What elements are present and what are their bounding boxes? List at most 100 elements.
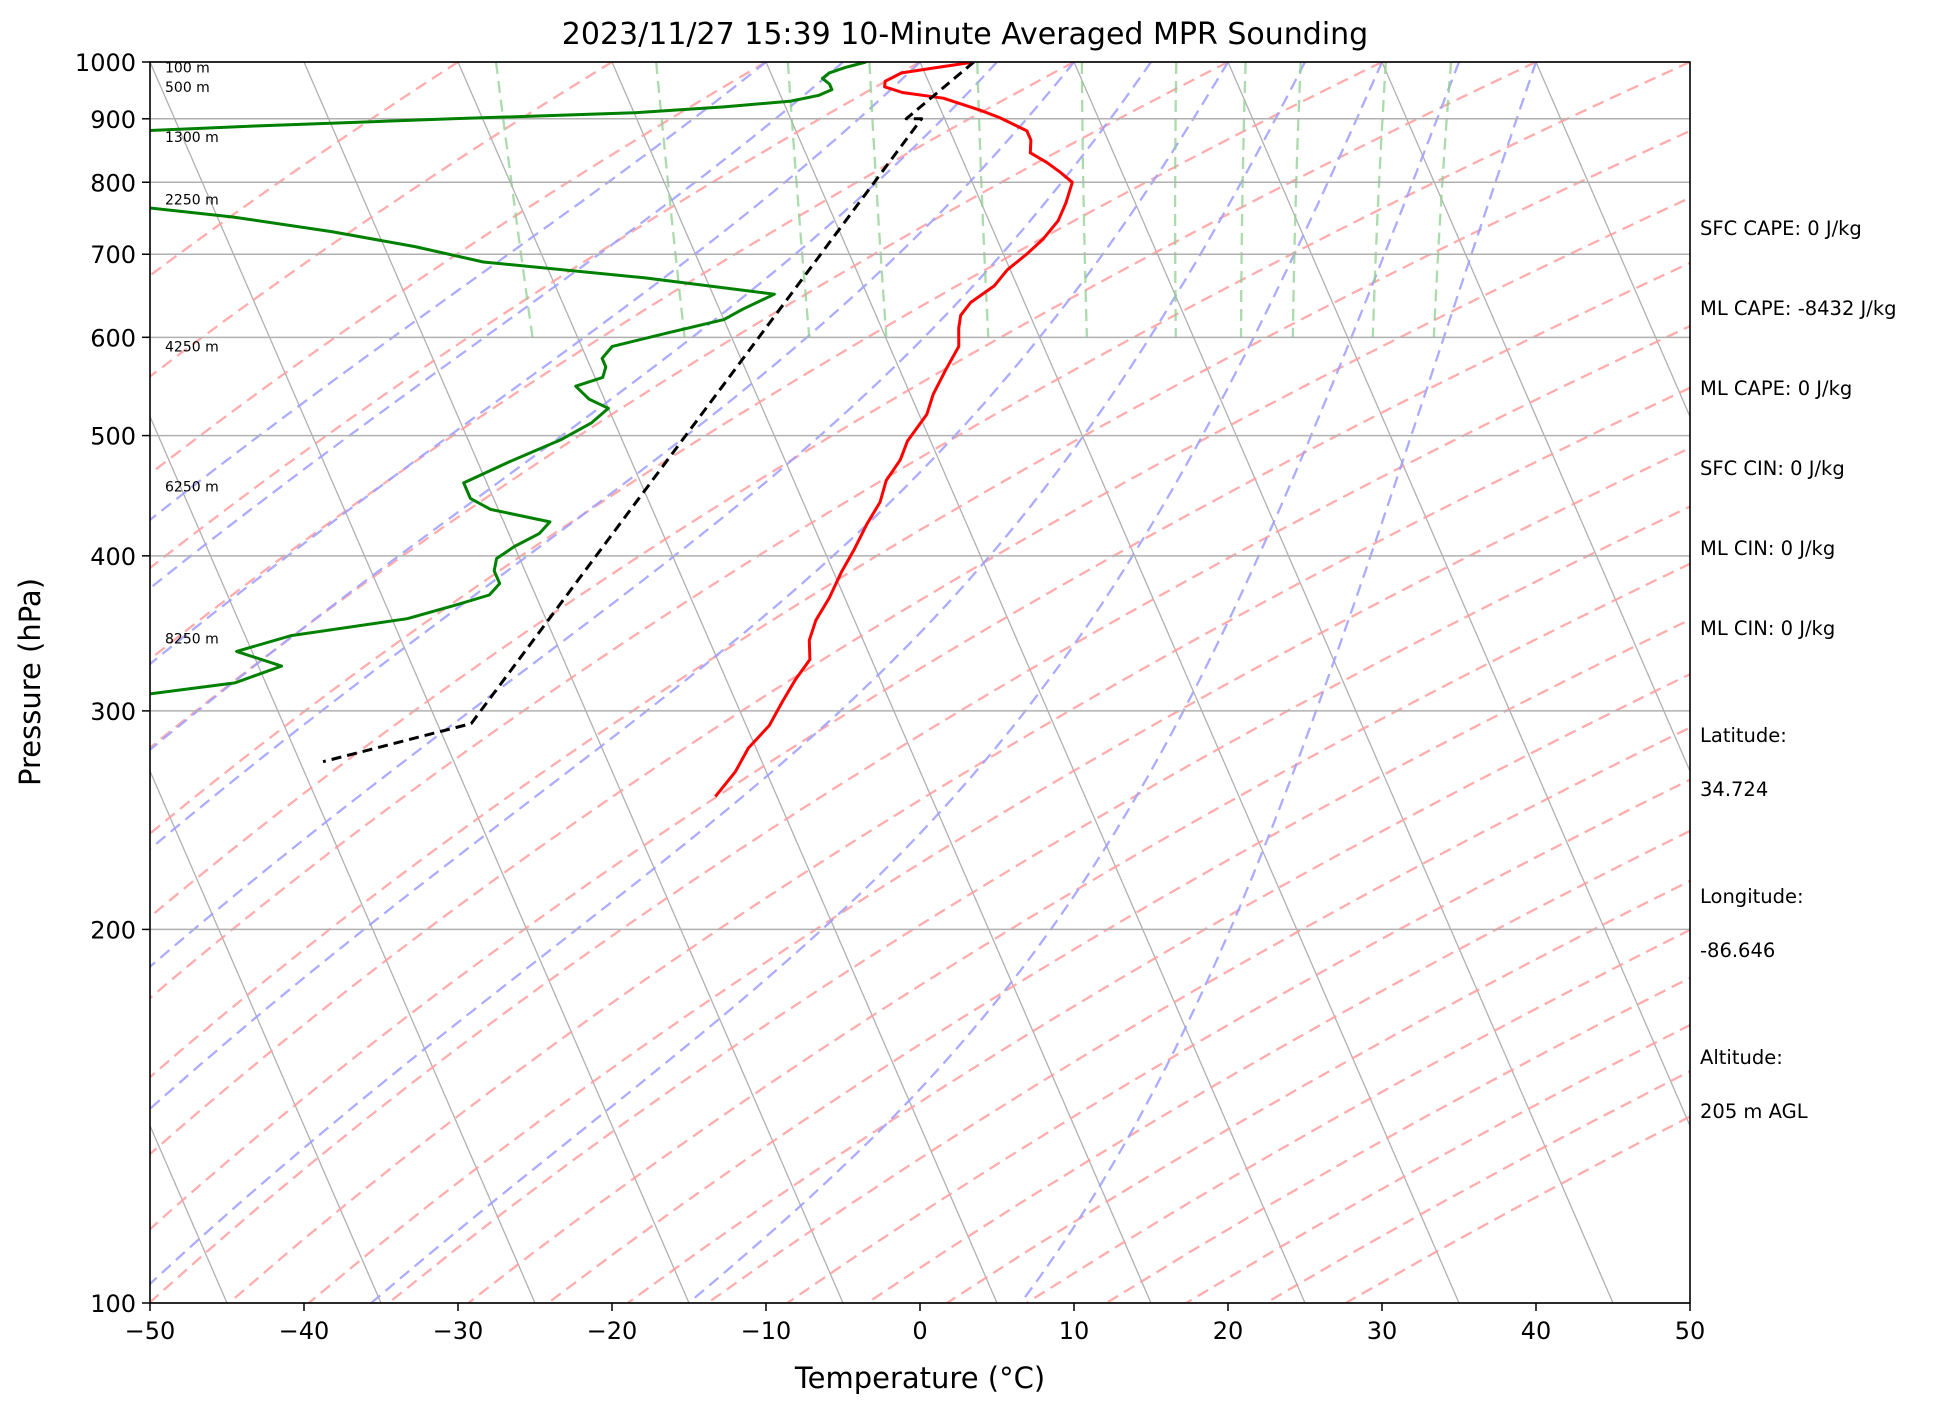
isotherm-line <box>150 414 536 1303</box>
moist-adiabat-line <box>150 62 1152 969</box>
isotherm-line <box>150 769 382 1303</box>
moist-adiabat-line <box>1019 62 1538 1303</box>
latitude-block: Latitude: 34.724 <box>1700 695 1897 803</box>
sounding-info-panel: SFC CAPE: 0 J/kg ML CAPE: -8432 J/kg ML … <box>1700 188 1897 1178</box>
height-label: 2250 m <box>165 192 219 208</box>
mixing-ratio-line <box>494 62 534 338</box>
dry-adiabat-line <box>467 562 1690 1303</box>
dry-adiabat-line <box>150 62 921 570</box>
reference-lines <box>150 62 1690 1303</box>
mixing-ratio-line <box>868 62 888 338</box>
x-axis-ticks: −50 −40 −30 −20 −10 0 10 20 30 40 50 <box>125 1303 1706 1345</box>
x-tick-label: −10 <box>741 1317 792 1345</box>
dry-adiabat-line <box>706 726 1690 1303</box>
height-label: 8250 m <box>165 632 219 648</box>
isotherm-line <box>1535 62 1690 419</box>
x-tick-label: −20 <box>587 1317 638 1345</box>
dry-adiabat-line <box>150 62 767 476</box>
isotherm-line <box>303 62 844 1303</box>
dry-adiabat-line <box>150 62 1690 1000</box>
ml-cape-2: ML CAPE: 0 J/kg <box>1700 377 1853 400</box>
profile-series-2 <box>150 62 867 696</box>
moist-adiabat-line <box>150 62 844 590</box>
height-label: 1300 m <box>165 130 219 146</box>
dry-adiabat-line <box>150 324 1690 1303</box>
moist-adiabat-line <box>150 62 1307 1286</box>
y-tick-label: 400 <box>90 543 136 571</box>
dry-adiabat-line <box>547 618 1690 1303</box>
longitude-value: -86.646 <box>1700 939 1776 962</box>
moist-adiabat-line <box>370 62 1384 1303</box>
moist-adiabat-line <box>150 62 998 752</box>
dry-adiabat-line <box>150 62 1537 919</box>
y-tick-label: 100 <box>90 1290 136 1318</box>
isotherm-line <box>457 62 998 1303</box>
height-label: 4250 m <box>165 339 219 355</box>
latitude-label: Latitude: <box>1700 724 1787 747</box>
y-tick-label: 200 <box>90 916 136 944</box>
y-tick-label: 300 <box>90 698 136 726</box>
dry-adiabat-line <box>150 62 1229 750</box>
mixing-ratio-line <box>1291 62 1302 338</box>
x-tick-label: 30 <box>1367 1317 1398 1345</box>
isotherm-line <box>1381 62 1690 773</box>
ml-cin-1: ML CIN: 0 J/kg <box>1700 537 1836 560</box>
height-label: 500 m <box>165 80 210 96</box>
y-tick-label: 700 <box>90 241 136 269</box>
x-tick-label: −50 <box>125 1317 176 1345</box>
longitude-label: Longitude: <box>1700 885 1804 908</box>
moist-adiabat-line <box>150 62 1229 1111</box>
x-tick-label: 10 <box>1059 1317 1090 1345</box>
y-tick-label: 800 <box>90 169 136 197</box>
dry-adiabat-line <box>150 62 1075 661</box>
y-tick-label: 500 <box>90 423 136 451</box>
isotherm-line <box>1227 62 1690 1128</box>
mixing-ratio-line <box>1239 62 1247 338</box>
isotherm-line <box>765 62 1306 1303</box>
mixing-ratio-line <box>655 62 686 338</box>
moist-adiabat-line <box>150 62 921 666</box>
latitude-value: 34.724 <box>1700 778 1769 801</box>
height-label: 100 m <box>165 60 210 76</box>
altitude-label: Altitude: <box>1700 1046 1783 1069</box>
x-tick-label: 40 <box>1521 1317 1552 1345</box>
sfc-cape: SFC CAPE: 0 J/kg <box>1700 217 1862 240</box>
altitude-block: Altitude: 205 m AGL <box>1700 1017 1897 1125</box>
x-tick-label: 20 <box>1213 1317 1244 1345</box>
pressure-gridlines <box>150 61 1690 1304</box>
y-axis-ticks: 1000 900 800 700 600 500 400 300 200 100 <box>75 49 150 1318</box>
y-tick-label: 600 <box>90 324 136 352</box>
altitude-value: 205 m AGL <box>1700 1100 1808 1123</box>
mixing-ratio-line <box>1173 62 1178 338</box>
y-tick-label: 1000 <box>75 49 136 77</box>
x-tick-label: −40 <box>279 1317 330 1345</box>
isotherm-line <box>611 62 1152 1303</box>
sounding-profiles <box>150 62 1074 798</box>
sfc-cin: SFC CIN: 0 J/kg <box>1700 457 1845 480</box>
longitude-block: Longitude: -86.646 <box>1700 856 1897 964</box>
chart-title: 2023/11/27 15:39 10-Minute Averaged MPR … <box>562 17 1368 52</box>
isotherm-line <box>919 62 1460 1303</box>
ml-cin-2: ML CIN: 0 J/kg <box>1700 617 1836 640</box>
x-axis-label: Temperature (°C) <box>794 1361 1045 1395</box>
height-labels: 100 m 500 m 1300 m 2250 m 4250 m 6250 m 8250 m <box>165 60 219 647</box>
dry-adiabat-line <box>150 62 459 277</box>
dry-adiabat-line <box>150 261 1690 1231</box>
height-label: 6250 m <box>165 479 219 495</box>
moist-adiabat-line <box>150 62 1075 851</box>
isotherm-line <box>150 62 690 1303</box>
dry-adiabat-line <box>150 196 1690 1156</box>
x-tick-label: 0 <box>912 1317 927 1345</box>
y-tick-label: 900 <box>90 106 136 134</box>
profile-series-1 <box>714 62 1074 798</box>
moist-adiabat-line <box>687 62 1461 1303</box>
dry-adiabat-line <box>150 129 1690 1079</box>
profile-series-3 <box>322 62 975 764</box>
ml-cape-1: ML CAPE: -8432 J/kg <box>1700 297 1897 320</box>
y-axis-label: Pressure (hPa) <box>13 578 47 786</box>
mixing-ratio-line <box>1080 62 1089 338</box>
x-tick-label: 50 <box>1675 1317 1706 1345</box>
dry-adiabat-line <box>307 446 1690 1303</box>
mixing-ratio-line <box>1371 62 1388 338</box>
